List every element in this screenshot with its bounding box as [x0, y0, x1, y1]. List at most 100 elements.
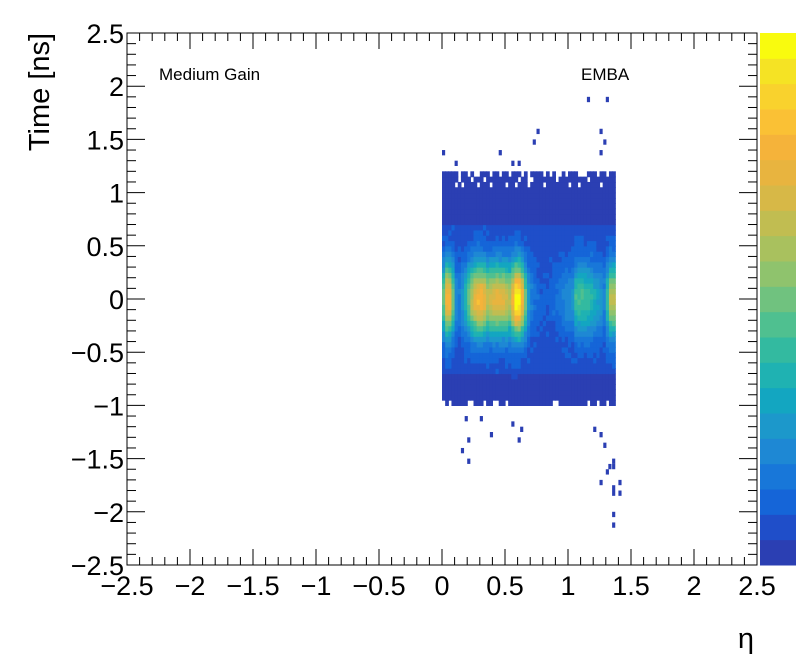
heatmap-cell [605, 277, 610, 284]
heatmap-cell [539, 203, 544, 210]
heatmap-cell [464, 357, 468, 364]
heatmap-cell [492, 272, 497, 279]
heatmap-cell [571, 288, 575, 295]
heatmap-cell [612, 171, 616, 178]
heatmap-cell [495, 357, 500, 364]
heatmap-cell [593, 299, 597, 305]
heatmap-cell [549, 299, 553, 305]
heatmap-cell [470, 389, 475, 396]
heatmap-cell [599, 400, 604, 406]
heatmap-cell [608, 352, 613, 359]
heatmap-cell [549, 197, 553, 204]
heatmap-cell [470, 299, 475, 305]
heatmap-cell [489, 192, 493, 199]
heatmap-cell [505, 368, 509, 375]
heatmap-cell [561, 373, 566, 380]
heatmap-cell [498, 224, 503, 231]
heatmap-cell [527, 314, 531, 321]
heatmap-cell [583, 293, 588, 300]
heatmap-cell [476, 235, 481, 242]
heatmap-cell [608, 187, 613, 194]
heatmap-cell [530, 277, 534, 284]
heatmap-cell [564, 181, 569, 188]
heatmap-cell [527, 224, 531, 231]
heatmap-cell [482, 219, 487, 226]
heatmap-cell [505, 378, 509, 385]
heatmap-cell [464, 304, 468, 311]
heatmap-cell [555, 251, 560, 258]
heatmap-cell [511, 288, 516, 295]
heatmap-cell [583, 378, 588, 385]
colorbar-segment [760, 33, 796, 59]
heatmap-cell [486, 240, 490, 247]
colorbar-segment [760, 337, 796, 363]
heatmap-cell [602, 394, 607, 401]
heatmap-cell [580, 378, 585, 385]
heatmap-cell [511, 187, 516, 194]
heatmap-cell [527, 267, 531, 273]
heatmap-cell [552, 197, 556, 204]
heatmap-cell [498, 240, 503, 247]
heatmap-cell [486, 336, 490, 343]
heatmap-cell [539, 240, 544, 247]
heatmap-cell [442, 235, 446, 242]
heatmap-cell [508, 283, 512, 289]
heatmap-cell [442, 277, 446, 284]
heatmap-cell [486, 213, 490, 220]
heatmap-cell [612, 213, 616, 220]
heatmap-cell [533, 235, 538, 242]
heatmap-cell [568, 357, 572, 364]
heatmap-cell [599, 208, 604, 215]
heatmap-cell [599, 272, 604, 279]
heatmap-cell [467, 251, 471, 258]
heatmap-cell [542, 192, 547, 199]
colorbar-segment [760, 83, 796, 110]
heatmap-cell [564, 325, 569, 332]
heatmap-cell [467, 235, 471, 242]
heatmap-cell [517, 235, 522, 242]
heatmap-cell [612, 352, 616, 359]
heatmap-cell [608, 272, 613, 279]
heatmap-cell [596, 299, 601, 305]
heatmap-cell [574, 251, 579, 258]
heatmap-cell [558, 277, 563, 284]
heatmap-cell [508, 400, 512, 406]
heatmap-cell [564, 293, 569, 300]
heatmap-cell [470, 378, 475, 385]
heatmap-cell [533, 309, 538, 316]
heatmap-cell [530, 283, 534, 289]
heatmap-cell [445, 267, 449, 273]
heatmap-cell [536, 213, 541, 220]
heatmap-cell [473, 197, 478, 204]
heatmap-cell [473, 277, 478, 284]
heatmap-cell [612, 245, 616, 252]
heatmap-cell [536, 288, 541, 295]
heatmap-cell [536, 368, 541, 375]
heatmap-cell [457, 299, 462, 305]
heatmap-cell [448, 314, 453, 321]
heatmap-cell [473, 341, 478, 348]
heatmap-cell [555, 378, 560, 385]
heatmap-cell [501, 208, 506, 215]
heatmap-cell [445, 314, 449, 321]
heatmap-cell [574, 400, 579, 406]
heatmap-cell [605, 235, 610, 242]
heatmap-cell [596, 251, 601, 258]
heatmap-cell [442, 352, 446, 359]
heatmap-cell [501, 357, 506, 364]
heatmap-cell [612, 288, 616, 295]
heatmap-cell [580, 336, 585, 343]
heatmap-cell [574, 299, 579, 305]
heatmap-cell [608, 378, 613, 385]
heatmap-cell [545, 325, 550, 332]
heatmap-cell [508, 299, 512, 305]
heatmap-cell [511, 251, 516, 258]
heatmap-cell [539, 309, 544, 316]
heatmap-cell [596, 362, 601, 369]
y-tick-label: 0.5 [86, 232, 124, 262]
heatmap-cell [517, 368, 522, 375]
heatmap-cell [489, 309, 493, 316]
heatmap-cell [517, 213, 522, 220]
heatmap-cell [501, 219, 506, 226]
heatmap-cell [505, 203, 509, 210]
